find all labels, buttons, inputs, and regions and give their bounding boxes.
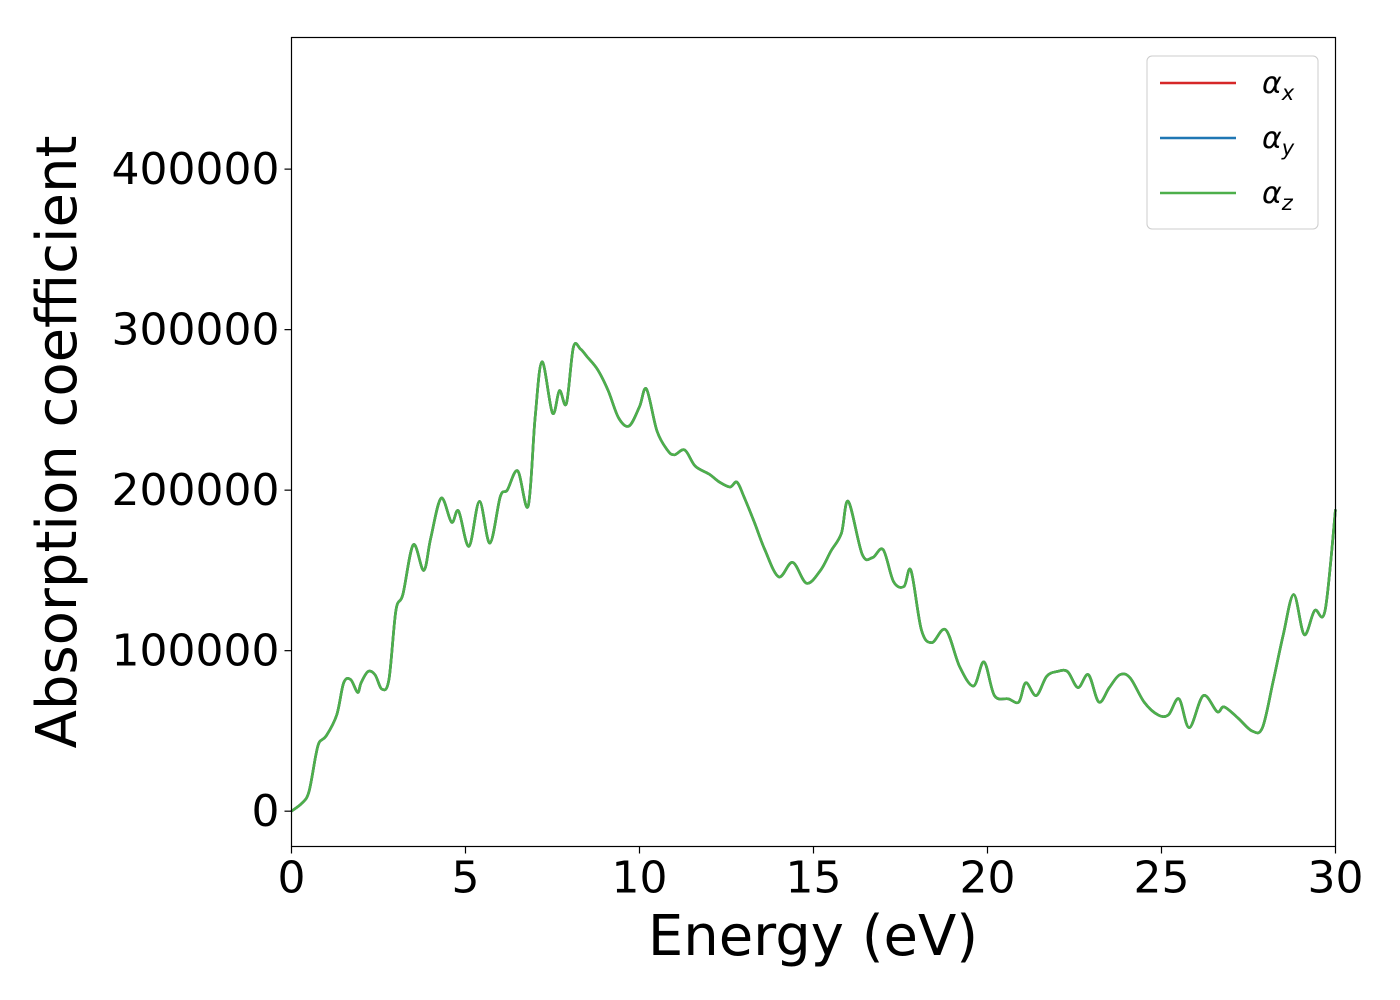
x-tick-label: 20	[960, 853, 1016, 904]
y-tick-label: 200000	[112, 465, 280, 516]
y-tick-label: 0	[252, 786, 280, 837]
y-tick-label: 400000	[112, 144, 280, 195]
series-line-z	[290, 342, 1337, 813]
legend-box	[1146, 55, 1319, 230]
x-tick-label: 10	[612, 853, 668, 904]
y-tick-label: 300000	[112, 305, 280, 356]
x-tick-label: 30	[1308, 853, 1364, 904]
plot-area	[290, 342, 1337, 813]
x-tick-label: 15	[786, 853, 842, 904]
x-tick-label: 0	[278, 853, 306, 904]
axis-ticks: 0 5 10 15 20 25 30 0 100000 200000 300000 400000	[112, 144, 1364, 903]
plot-frame	[290, 36, 1337, 848]
y-tick-label: 100000	[112, 626, 280, 677]
x-tick-label: 5	[452, 853, 480, 904]
series-line-x	[290, 342, 1337, 813]
y-axis-title: Absorption coefficient	[25, 136, 90, 749]
x-tick-label: 25	[1134, 853, 1190, 904]
series-line-y	[290, 342, 1337, 813]
x-axis-title: Energy (eV)	[648, 904, 978, 969]
